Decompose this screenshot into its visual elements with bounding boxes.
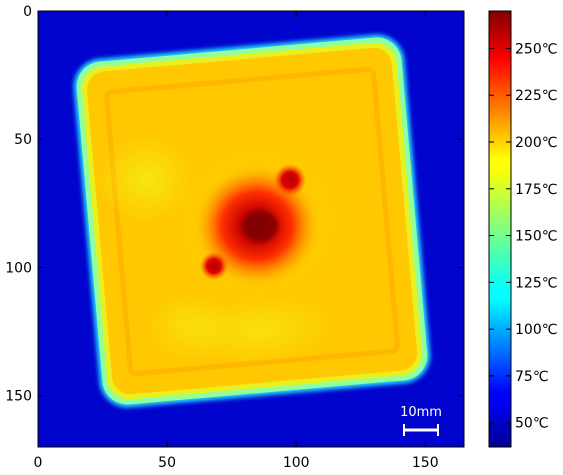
plot-frame <box>37 10 465 448</box>
colorbar-tick-label: 100℃ <box>515 322 557 338</box>
colorbar-tick-label: 250℃ <box>515 41 557 57</box>
scale-bar-label: 10mm <box>400 405 442 420</box>
colorbar-tick-label: 200℃ <box>515 135 557 151</box>
x-tick-label: 0 <box>34 455 43 471</box>
colorbar-ticks: 50℃ 75℃ 100℃ 125℃ 150℃ 175℃ 200℃ 225℃ 250℃ <box>489 41 557 432</box>
x-tick-label: 150 <box>412 455 439 471</box>
y-axis: 0 50 100 150 <box>5 4 464 405</box>
colorbar-tick-label: 125℃ <box>515 275 557 291</box>
colorbar-tick-label: 150℃ <box>515 229 557 245</box>
thermal-plot-area: 10mm <box>38 11 464 447</box>
x-tick-label: 50 <box>158 455 176 471</box>
colorbar-tick-label: 50℃ <box>515 416 549 432</box>
x-axis: 0 50 100 150 <box>34 11 439 471</box>
y-tick-label: 0 <box>23 4 32 20</box>
scale-bar: 10mm <box>400 405 442 436</box>
y-tick-label: 150 <box>5 389 32 405</box>
colorbar <box>488 10 512 448</box>
colorbar-tick-label: 75℃ <box>515 369 549 385</box>
colorbar-tick-label: 225℃ <box>515 88 557 104</box>
y-tick-label: 100 <box>5 260 32 276</box>
y-tick-label: 50 <box>14 132 32 148</box>
x-tick-label: 100 <box>283 455 310 471</box>
colorbar-tick-label: 175℃ <box>515 182 557 198</box>
secondary-hotspot-upper <box>274 164 306 196</box>
secondary-hotspot-lower <box>200 252 228 280</box>
